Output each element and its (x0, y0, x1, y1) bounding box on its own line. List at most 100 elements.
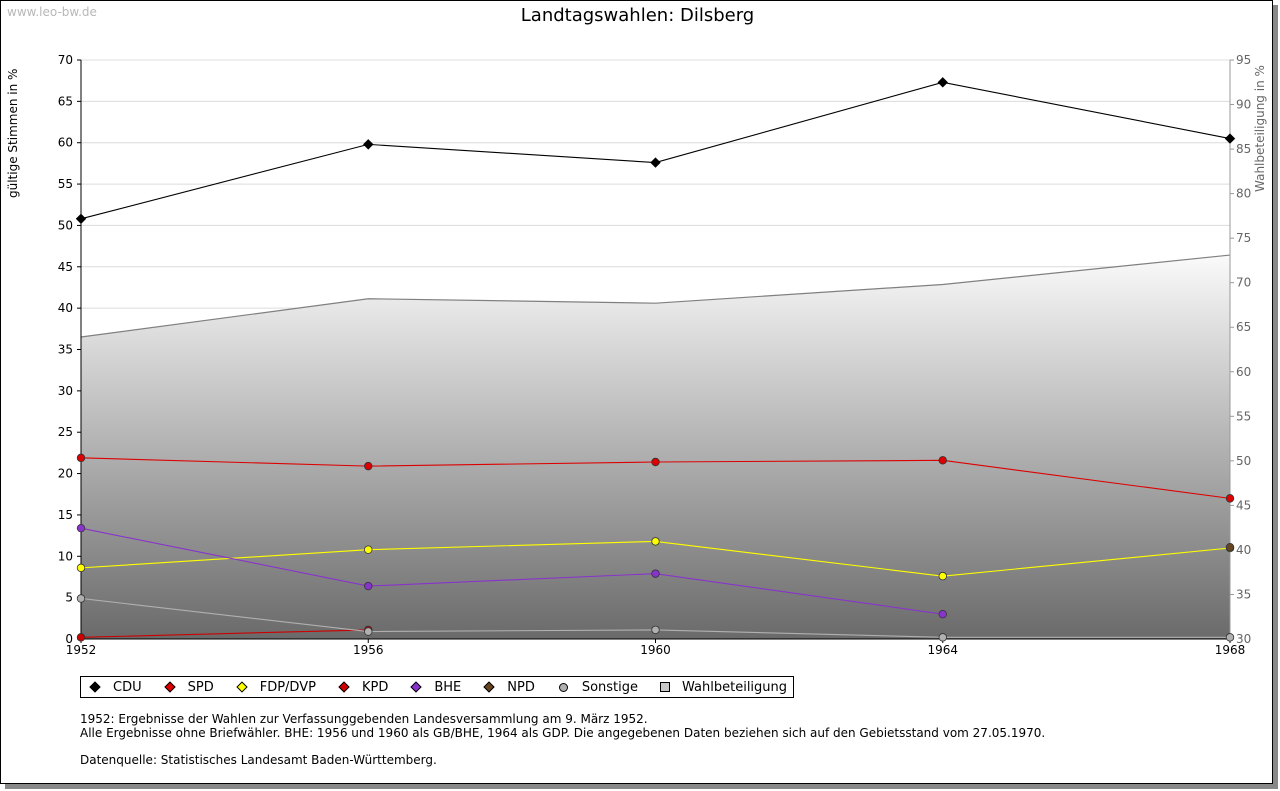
point-bhe-1956 (364, 581, 373, 591)
x-tick-label-1968: 1968 (1215, 643, 1246, 657)
point-cdu-1968 (1224, 133, 1236, 144)
y-tick-label-65: 65 (58, 94, 73, 108)
data-source: Datenquelle: Statistisches Landesamt Bad… (80, 753, 437, 767)
y-tick-label-5: 5 (65, 591, 73, 605)
y2-tick-label-75: 75 (1236, 231, 1251, 245)
axes (77, 59, 1234, 643)
turnout-line (80, 254, 1231, 338)
y-tick-label-0: 0 (65, 632, 73, 646)
series-line-cdu (80, 81, 1231, 220)
point-bhe-1964 (938, 609, 947, 619)
y2-tick-label-95: 95 (1236, 53, 1251, 67)
legend-item-wahlbeteiligung: Wahlbeteiligung (660, 680, 787, 695)
point-npd-1968 (1225, 542, 1235, 552)
series-line-kpd (80, 629, 369, 638)
point-bhe-1952 (76, 523, 86, 533)
legend-marker-icon (236, 681, 248, 693)
y-tick-label-50: 50 (58, 218, 73, 232)
y-tick-label-35: 35 (58, 343, 73, 357)
x-tick-label-1956: 1956 (353, 643, 384, 657)
y2-tick-label-70: 70 (1236, 276, 1251, 290)
y-tick-label-45: 45 (58, 260, 73, 274)
series-markers (75, 77, 1236, 642)
legend-label: KPD (361, 679, 389, 695)
point-kpd-1952 (76, 633, 86, 642)
point-bhe-1960 (651, 569, 660, 578)
point-spd-1956 (364, 461, 373, 471)
y2-axis-label: Wahlbeteiligung in % (1253, 65, 1267, 192)
x-tick-label-1964: 1964 (927, 643, 958, 657)
legend-label: FDP/DVP (259, 679, 316, 695)
series-line-bhe (80, 527, 943, 615)
y2-tick-label-40: 40 (1236, 543, 1251, 557)
legend-marker-icon (660, 682, 671, 692)
footnotes: 1952: Ergebnisse der Wahlen zur Verfassu… (80, 712, 1045, 767)
y2-tick-label-55: 55 (1236, 409, 1251, 423)
legend-item-npd: NPD (483, 680, 535, 695)
legend-label: NPD (507, 679, 535, 695)
legend-label: SPD (187, 679, 214, 695)
y2-tick-label-90: 90 (1236, 98, 1251, 112)
point-spd-1960 (651, 457, 660, 467)
legend-item-cdu: CDU (89, 680, 142, 695)
point-fdp-dvp-1960 (651, 537, 660, 546)
footnote-general: Alle Ergebnisse ohne Briefwähler. BHE: 1… (80, 726, 1046, 740)
y2-tick-label-45: 45 (1236, 498, 1251, 512)
watermark: www.leo-bw.de (7, 5, 97, 19)
y2-tick-label-30: 30 (1236, 632, 1251, 646)
y2-tick-label-50: 50 (1236, 454, 1251, 468)
point-spd-1964 (938, 456, 947, 465)
point-sonstige-1960 (651, 625, 660, 635)
turnout-area (80, 254, 1231, 639)
x-tick-label-1952: 1952 (66, 643, 97, 657)
point-sonstige-1968 (1225, 633, 1235, 642)
point-cdu-1960 (650, 157, 661, 168)
y-tick-label-55: 55 (58, 177, 73, 191)
chart-title: Landtagswahlen: Dilsberg (520, 5, 755, 26)
legend-marker-icon (410, 681, 422, 693)
legend-item-kpd: KPD (338, 680, 388, 695)
y-tick-label-40: 40 (58, 301, 73, 315)
point-sonstige-1964 (938, 633, 947, 642)
y-tick-label-10: 10 (58, 549, 73, 563)
legend-marker-icon (338, 681, 350, 693)
point-cdu-1956 (363, 139, 374, 150)
tick-labels: 0 5 10 15 20 25 30 35 40 45 50 55 60 65 70 30 35 40 45 50 55… (58, 53, 1252, 657)
chart-plot: 0 5 10 15 20 25 30 35 40 45 50 55 60 65 70 30 35 40 45 50 55… (6, 53, 1267, 657)
y-axis-label: gültige Stimmen in % (6, 69, 20, 198)
point-cdu-1952 (75, 213, 87, 225)
legend-label: Sonstige (581, 679, 639, 695)
legend: CDU SPD FDP/DVP KPD BHE NPD Sonstige Wahlbeteil… (80, 676, 795, 698)
point-fdp-dvp-1956 (364, 545, 373, 554)
y2-tick-label-35: 35 (1236, 587, 1251, 601)
y2-tick-label-60: 60 (1236, 365, 1251, 379)
legend-marker-icon (163, 681, 176, 693)
legend-item-spd: SPD (163, 679, 214, 695)
legend-item-bhe: BHE (410, 680, 461, 695)
legend-marker-icon (558, 682, 568, 692)
y-tick-label-15: 15 (58, 508, 73, 522)
legend-label: CDU (113, 679, 142, 695)
legend-item-fdp-dvp: FDP/DVP (236, 680, 316, 695)
y2-tick-label-65: 65 (1236, 320, 1251, 334)
footnote-1952: 1952: Ergebnisse der Wahlen zur Verfassu… (80, 712, 648, 726)
y-tick-label-70: 70 (58, 53, 73, 67)
point-fdp-dvp-1952 (76, 563, 86, 573)
legend-label: Wahlbeteiligung (682, 679, 788, 695)
point-cdu-1964 (937, 77, 948, 88)
point-spd-1952 (76, 453, 86, 463)
y-tick-label-60: 60 (58, 136, 73, 150)
y2-tick-label-80: 80 (1236, 187, 1251, 201)
y-tick-label-20: 20 (58, 467, 73, 481)
point-sonstige-1956 (364, 627, 373, 636)
y-tick-label-25: 25 (58, 425, 73, 439)
point-spd-1968 (1225, 494, 1235, 503)
legend-marker-icon (89, 681, 101, 693)
point-sonstige-1952 (76, 594, 86, 603)
legend-item-sonstige: Sonstige (557, 680, 638, 695)
point-fdp-dvp-1964 (938, 571, 947, 581)
turnout-area-fill (81, 255, 1230, 639)
legend-marker-icon (483, 681, 495, 693)
y-tick-label-30: 30 (58, 384, 73, 398)
legend-label: BHE (434, 679, 462, 695)
